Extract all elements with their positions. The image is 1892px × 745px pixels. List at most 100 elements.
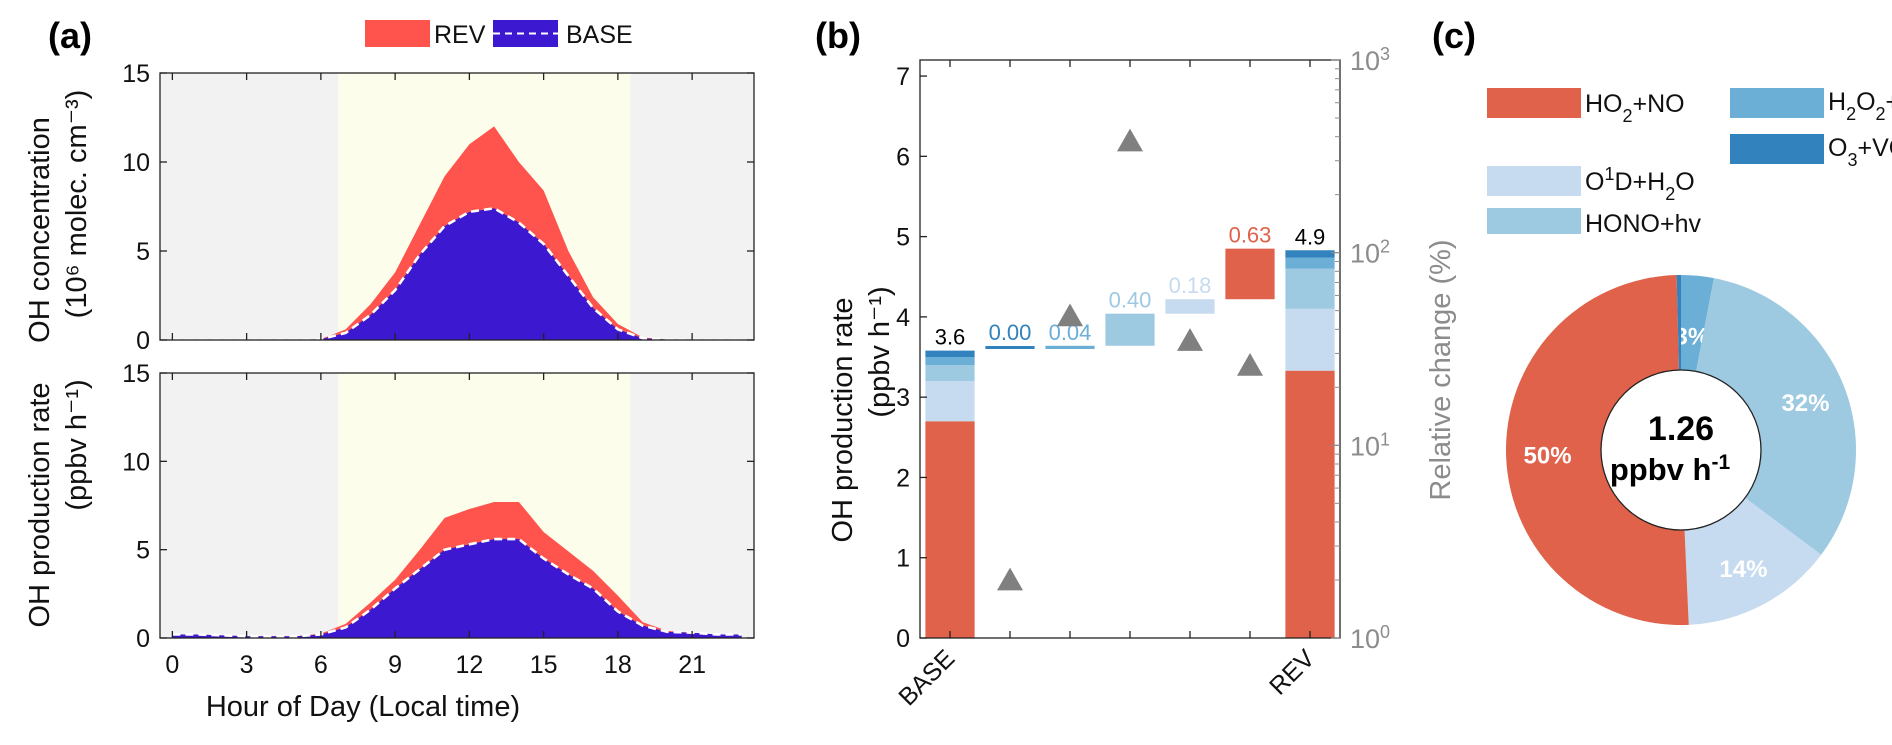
right-y-tick-label: 101 (1350, 429, 1390, 461)
panel-c-label: (c) (1432, 15, 1476, 56)
stack-segment (925, 381, 975, 422)
relative-change-marker (1237, 353, 1263, 376)
y-tick-label: 0 (896, 625, 910, 653)
legend-honohv-swatch (1487, 208, 1581, 234)
base-dashed-line (172, 537, 742, 638)
y-tick-label: 10 (122, 448, 150, 476)
donut-hole (1600, 369, 1762, 531)
ylabel-a-bottom-2: (ppbv h⁻¹) (61, 379, 93, 510)
donut-center-value: 1.26 (1648, 410, 1714, 448)
night-shading (630, 73, 754, 340)
stack-segment (1285, 268, 1335, 309)
donut-center-unit: ppbv h-1 (1610, 451, 1731, 488)
donut-slice (1505, 275, 1689, 626)
y-tick-label: 6 (896, 143, 910, 171)
ylabel-b-right: Relative change (%) (1425, 239, 1457, 500)
legend-base-swatch (493, 20, 558, 47)
plot-b: 3.64.90.00 0.040.400.180.6301234567100101… (893, 44, 1390, 711)
legend-a: REV BASE (365, 20, 633, 49)
donut-slice (1681, 275, 1714, 372)
waterfall-label: 0.63 (1229, 223, 1272, 248)
axes-frame (159, 72, 755, 341)
y-tick-label: 0 (136, 327, 150, 355)
night-shading (160, 373, 339, 638)
ylabel-a-bottom-1: OH production rate (24, 382, 56, 627)
total-label: 3.6 (935, 325, 966, 350)
stack-segment (1285, 257, 1335, 269)
waterfall-step (1105, 313, 1155, 346)
legend-ho2no-swatch (1487, 88, 1581, 118)
axes-frame (159, 372, 755, 639)
area-base (172, 208, 742, 340)
legend-ho2no-label: HO2+NO (1585, 90, 1685, 126)
waterfall-step (1225, 248, 1275, 300)
ylabel-a-top-2: (10⁶ molec. cm⁻³) (61, 90, 93, 319)
legend-honohv-label: HONO+hv (1585, 210, 1702, 238)
legend-rev-label: REV (434, 21, 486, 49)
subplot-a-bottom: 0 5 10 15 0 3 6 9 12 15 18 21 (122, 360, 755, 679)
legend-rev-swatch (365, 20, 430, 47)
waterfall-step (1045, 345, 1095, 349)
relative-change-marker (1177, 328, 1203, 351)
x-tick-label: 9 (388, 651, 402, 679)
total-label: 4.9 (1295, 224, 1326, 249)
right-y-tick-label: 103 (1350, 44, 1390, 76)
stack-segment (925, 365, 975, 382)
waterfall-step (1165, 299, 1215, 314)
relative-change-marker (1117, 128, 1143, 152)
xlabel-a: Hour of Day (Local time) (206, 691, 520, 723)
legend-h2o2hv-swatch (1730, 88, 1824, 118)
night-shading (630, 373, 754, 638)
stack-segment (1285, 370, 1335, 638)
stack-segment (1285, 308, 1335, 371)
donut-slice-label: 32% (1781, 390, 1829, 417)
stack-segment (925, 357, 975, 366)
legend-h2o2hv-label: H2O2+hv (1828, 88, 1892, 124)
stack-segment (1285, 250, 1335, 258)
x-tick-label: 15 (530, 651, 558, 679)
subplot-a-top: 0 5 10 15 (122, 60, 755, 355)
relative-change-marker (1057, 303, 1083, 327)
right-y-tick-label: 102 (1350, 237, 1390, 269)
y-tick-label: 5 (136, 537, 150, 565)
ylabel-a-top-1: OH concentration (24, 117, 56, 343)
right-y-tick-exponent: 3 (1380, 44, 1390, 64)
legend-base-label: BASE (566, 21, 633, 49)
category-label: REV (1264, 644, 1320, 700)
x-tick-label: 21 (678, 651, 706, 679)
legend-c: HO2+NO O1D+H2O HONO+hv H2O2+hv O3+VOC (1487, 88, 1892, 238)
legend-o1dh2o-swatch (1487, 166, 1581, 196)
y-tick-label: 1 (896, 545, 910, 573)
y-tick-label: 4 (896, 304, 910, 332)
category-label: BASE (893, 644, 960, 711)
stack-segment (925, 421, 975, 638)
right-y-tick-exponent: 0 (1380, 622, 1390, 642)
ylabel-b-2: (ppbv h⁻¹) (864, 286, 896, 417)
y-tick-label: 5 (896, 224, 910, 252)
waterfall-label: 0.00 (989, 320, 1032, 345)
right-y-tick-label: 100 (1350, 622, 1390, 654)
legend-o3voc-swatch (1730, 134, 1824, 164)
x-tick-label: 12 (455, 651, 483, 679)
y-tick-label: 7 (896, 63, 910, 91)
donut-slice (1684, 497, 1822, 625)
donut-slice-label: 50% (1524, 443, 1572, 470)
y-tick-label: 15 (122, 360, 150, 388)
y-tick-label: 2 (896, 464, 910, 492)
x-tick-label: 6 (314, 651, 328, 679)
donut-slice-label: 14% (1719, 556, 1767, 583)
donut-slice (1676, 275, 1681, 371)
area-base (172, 539, 742, 638)
panel-b-label: (b) (815, 15, 861, 56)
donut-slice (1696, 278, 1856, 555)
y-tick-label: 3 (896, 384, 910, 412)
legend-o3voc-label: O3+VOC (1828, 134, 1892, 170)
ylabel-b-1: OH production rate (827, 297, 859, 542)
right-y-tick-exponent: 2 (1380, 237, 1390, 257)
stack-segment (925, 350, 975, 358)
y-tick-label: 10 (122, 149, 150, 177)
legend-o1dh2o-label: O1D+H2O (1585, 164, 1695, 204)
panel-a-label: (a) (48, 15, 92, 56)
x-tick-label: 0 (165, 651, 179, 679)
